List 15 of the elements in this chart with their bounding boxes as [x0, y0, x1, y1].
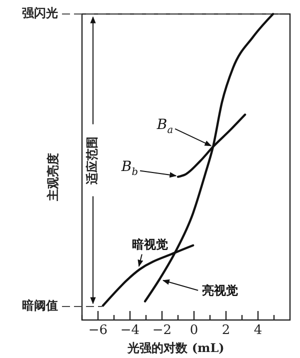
x-tick-label: −4: [120, 323, 140, 338]
annotation: B$_{b}$: [120, 158, 138, 178]
x-tick-label: −6: [88, 323, 108, 338]
legend-label: 亮视觉: [201, 283, 238, 298]
x-tick-label: 4: [254, 323, 262, 338]
annotation: B$_{a}$: [156, 116, 174, 136]
x-tick-label: 2: [222, 323, 230, 338]
x-tick-label: 0: [190, 323, 198, 338]
series-label: 暗视觉: [132, 237, 168, 252]
x-tick-label: −2: [152, 323, 172, 338]
x-axis-title: 光强的对数 (mL): [126, 341, 224, 355]
ref-line-label: 暗阈值: [22, 298, 58, 313]
y-axis-title: 主观亮度: [46, 153, 60, 202]
annotation: 适应范围: [85, 136, 100, 186]
ref-line-label: 强闪光: [22, 6, 58, 20]
